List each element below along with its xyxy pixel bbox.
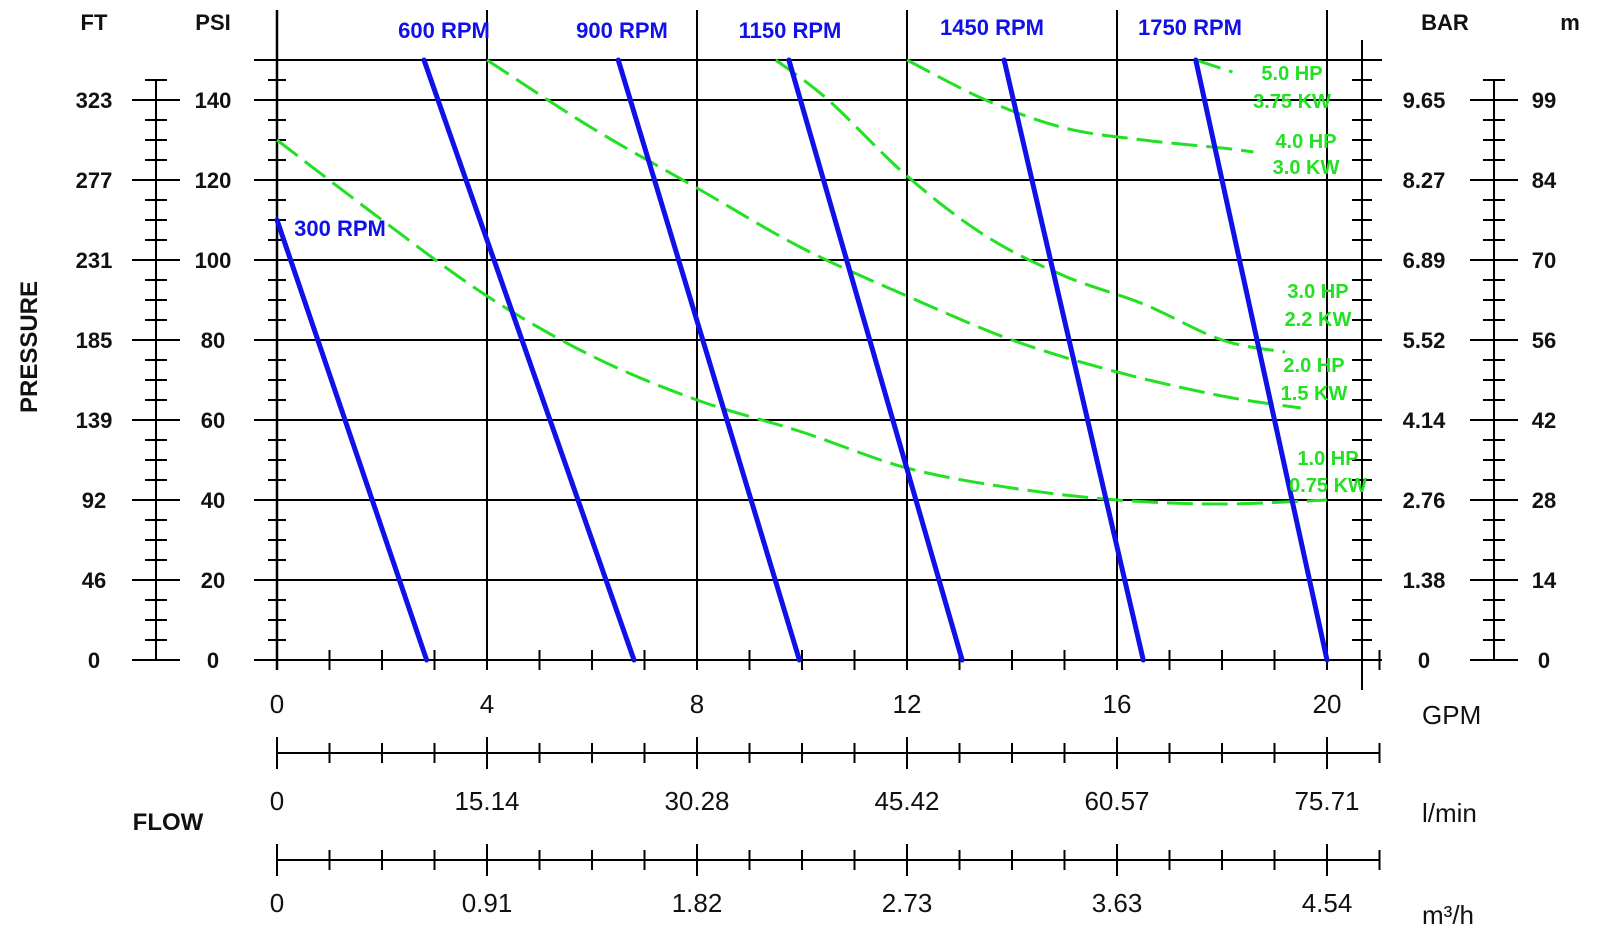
lmin-tick-label: 45.42 (874, 786, 939, 816)
psi-tick-label: 40 (201, 488, 225, 513)
ft-tick-label: 0 (88, 648, 100, 673)
lmin-tick-label: 60.57 (1084, 786, 1149, 816)
psi-tick-label: 140 (195, 88, 232, 113)
m3h-tick-label: 2.73 (882, 888, 933, 918)
flow-title: FLOW (133, 809, 204, 836)
ft-tick-label: 139 (76, 408, 113, 433)
power-curves-layer (276, 58, 1328, 506)
rpm-label: 600 RPM (398, 18, 490, 43)
pressure-title: PRESSURE (16, 281, 43, 413)
power-curve (276, 138, 1328, 506)
psi-tick-label: 120 (195, 168, 232, 193)
psi-tick-label: 60 (201, 408, 225, 433)
rpm-label: 1750 RPM (1138, 15, 1242, 40)
m-tick-label: 70 (1532, 248, 1556, 273)
gpm-tick-label: 20 (1313, 689, 1342, 719)
m3h-tick-label: 0 (270, 888, 284, 918)
m3h-tick-label: 3.63 (1092, 888, 1143, 918)
m-tick-label: 28 (1532, 488, 1556, 513)
psi-tick-label: 80 (201, 328, 225, 353)
ft-tick-label: 92 (82, 488, 106, 513)
m-tick-label: 99 (1532, 88, 1556, 113)
rpm-label: 1450 RPM (940, 15, 1044, 40)
bar-tick-label: 2.76 (1403, 488, 1446, 513)
bar-tick-label: 8.27 (1403, 168, 1446, 193)
power-label-hp: 5.0 HP (1261, 63, 1322, 85)
gpm-tick-label: 8 (690, 689, 704, 719)
m3h-tick-label: 4.54 (1302, 888, 1353, 918)
ft-axis-title: FT (81, 10, 108, 35)
rpm-line (1001, 57, 1146, 663)
rpm-line (615, 57, 802, 663)
bar-tick-label: 9.65 (1403, 88, 1446, 113)
m-tick-label: 0 (1538, 648, 1550, 673)
ft-tick-label: 323 (76, 88, 113, 113)
power-label-kw: 3.0 KW (1273, 157, 1340, 179)
power-label-hp: 4.0 HP (1275, 131, 1336, 153)
gpm-tick-label: 4 (480, 689, 494, 719)
bar-axis-title: BAR (1421, 10, 1469, 35)
rpm-label: 1150 RPM (739, 18, 842, 43)
bar-tick-label: 0 (1418, 648, 1430, 673)
ft-tick-label: 231 (76, 248, 113, 273)
rpm-line (421, 57, 637, 663)
power-label-kw: 2.2 KW (1285, 309, 1352, 331)
lmin-unit: l/min (1422, 798, 1477, 828)
m-tick-label: 14 (1532, 568, 1557, 593)
bar-tick-label: 1.38 (1403, 568, 1446, 593)
power-curve (774, 58, 1286, 354)
m-tick-label: 56 (1532, 328, 1556, 353)
gpm-unit: GPM (1422, 700, 1481, 730)
rpm-curves-layer (274, 57, 1330, 663)
gpm-tick-label: 16 (1103, 689, 1132, 719)
rpm-label: 300 RPM (294, 216, 386, 241)
m3h-tick-label: 1.82 (672, 888, 723, 918)
psi-axis-title: PSI (195, 10, 230, 35)
psi-tick-label: 0 (207, 648, 219, 673)
power-label-hp: 2.0 HP (1283, 355, 1344, 377)
grid-layer (254, 10, 1382, 690)
power-label-kw: 1.5 KW (1281, 383, 1348, 405)
gpm-tick-label: 0 (270, 689, 284, 719)
ft-tick-label: 46 (82, 568, 106, 593)
power-label-kw: 0.75 KW (1289, 475, 1367, 497)
m3h-unit: m³/h (1422, 900, 1474, 930)
lmin-tick-label: 75.71 (1294, 786, 1359, 816)
bar-tick-label: 5.52 (1403, 328, 1446, 353)
lmin-tick-label: 30.28 (664, 786, 729, 816)
ft-tick-label: 277 (76, 168, 113, 193)
power-curve (486, 58, 1301, 410)
m3h-tick-label: 0.91 (462, 888, 513, 918)
rpm-line (786, 57, 965, 663)
rpm-label: 900 RPM (576, 18, 668, 43)
power-label-hp: 1.0 HP (1297, 448, 1358, 470)
lmin-tick-label: 15.14 (454, 786, 519, 816)
axes-layer: 0204060801001201400469213918523127732301… (76, 79, 1557, 918)
bar-tick-label: 4.14 (1403, 408, 1447, 433)
psi-tick-label: 100 (195, 248, 232, 273)
gpm-tick-label: 12 (893, 689, 922, 719)
m-axis-title: m (1560, 10, 1580, 35)
series-labels-layer: 1.0 HP 0.75 KW 2.0 HP 1.5 KW 3.0 HP 2.2 KW 4.0… (294, 15, 1367, 497)
bar-tick-label: 6.89 (1403, 248, 1446, 273)
lmin-tick-label: 0 (270, 786, 284, 816)
m-tick-label: 42 (1532, 408, 1556, 433)
rpm-line (1193, 57, 1330, 663)
ft-tick-label: 185 (76, 328, 113, 353)
rpm-line (274, 217, 430, 663)
m-tick-label: 84 (1532, 168, 1557, 193)
power-label-hp: 3.0 HP (1287, 281, 1348, 303)
power-label-kw: 3.75 KW (1253, 91, 1331, 113)
power-curve (1195, 58, 1233, 74)
power-curve (906, 58, 1254, 154)
psi-tick-label: 20 (201, 568, 225, 593)
